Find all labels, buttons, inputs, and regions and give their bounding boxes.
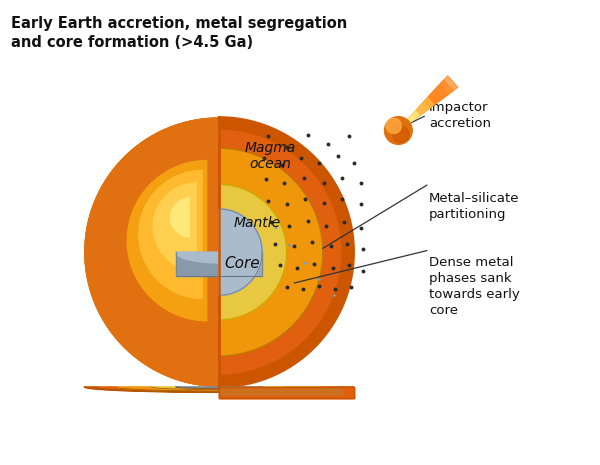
Text: Core: Core	[224, 256, 260, 271]
Polygon shape	[275, 227, 277, 228]
Polygon shape	[192, 225, 219, 279]
Polygon shape	[407, 93, 439, 122]
Text: Metal–silicate
partitioning: Metal–silicate partitioning	[429, 192, 520, 221]
Polygon shape	[334, 295, 335, 296]
Polygon shape	[407, 89, 443, 122]
Polygon shape	[167, 195, 191, 243]
Polygon shape	[179, 205, 187, 221]
Polygon shape	[125, 158, 219, 346]
Polygon shape	[219, 185, 287, 320]
Polygon shape	[407, 76, 458, 122]
Polygon shape	[133, 165, 205, 310]
Polygon shape	[289, 245, 291, 246]
Polygon shape	[141, 172, 202, 293]
Polygon shape	[170, 203, 219, 302]
Text: Dense metal
phases sank
towards early
core: Dense metal phases sank towards early co…	[429, 256, 520, 317]
Polygon shape	[219, 117, 353, 387]
Polygon shape	[89, 122, 219, 382]
Polygon shape	[147, 177, 199, 282]
Polygon shape	[219, 148, 323, 356]
Polygon shape	[152, 185, 219, 319]
Polygon shape	[164, 193, 193, 249]
Polygon shape	[84, 117, 219, 387]
Polygon shape	[111, 144, 219, 360]
Polygon shape	[84, 387, 353, 392]
Polygon shape	[96, 387, 342, 392]
Polygon shape	[318, 279, 320, 280]
Polygon shape	[115, 387, 323, 391]
Polygon shape	[219, 252, 262, 276]
Polygon shape	[113, 146, 208, 335]
Polygon shape	[219, 209, 262, 295]
Polygon shape	[174, 207, 219, 297]
Polygon shape	[129, 162, 219, 342]
Polygon shape	[170, 197, 190, 238]
Polygon shape	[407, 98, 434, 122]
Text: Mantle: Mantle	[234, 216, 281, 230]
Polygon shape	[84, 117, 219, 387]
Polygon shape	[176, 387, 262, 389]
Polygon shape	[125, 151, 200, 299]
Polygon shape	[138, 170, 203, 299]
Polygon shape	[219, 129, 342, 375]
Polygon shape	[143, 176, 219, 328]
Polygon shape	[155, 185, 196, 266]
Polygon shape	[173, 200, 189, 232]
Polygon shape	[84, 117, 219, 387]
Polygon shape	[102, 135, 219, 369]
Polygon shape	[219, 387, 342, 395]
Polygon shape	[201, 234, 219, 270]
Polygon shape	[304, 263, 306, 264]
Polygon shape	[407, 85, 448, 122]
Polygon shape	[98, 131, 219, 373]
Polygon shape	[210, 243, 219, 261]
Circle shape	[392, 126, 409, 143]
Polygon shape	[161, 190, 194, 254]
Polygon shape	[219, 209, 262, 295]
Polygon shape	[407, 102, 429, 122]
Polygon shape	[176, 252, 219, 276]
Polygon shape	[165, 198, 219, 306]
Circle shape	[386, 118, 401, 133]
Text: Early Earth accretion, metal segregation
and core formation (>4.5 Ga): Early Earth accretion, metal segregation…	[11, 16, 347, 51]
Polygon shape	[196, 230, 219, 275]
Polygon shape	[219, 387, 353, 398]
Polygon shape	[156, 189, 219, 315]
Text: Impactor
accretion: Impactor accretion	[429, 100, 491, 130]
Circle shape	[385, 117, 412, 144]
Polygon shape	[176, 252, 262, 263]
Polygon shape	[407, 111, 419, 122]
Polygon shape	[152, 182, 197, 271]
Polygon shape	[158, 187, 194, 260]
Polygon shape	[183, 216, 219, 288]
Polygon shape	[188, 221, 219, 284]
Polygon shape	[176, 202, 188, 226]
Polygon shape	[161, 194, 219, 311]
Polygon shape	[214, 248, 219, 257]
Polygon shape	[219, 396, 353, 398]
Polygon shape	[407, 80, 453, 122]
Polygon shape	[407, 116, 415, 122]
Polygon shape	[144, 175, 200, 288]
Polygon shape	[107, 140, 219, 365]
Polygon shape	[407, 107, 424, 122]
Polygon shape	[120, 153, 219, 351]
Polygon shape	[179, 212, 219, 292]
Polygon shape	[127, 160, 208, 321]
Polygon shape	[134, 167, 219, 338]
Polygon shape	[219, 387, 353, 398]
Polygon shape	[130, 162, 206, 316]
Polygon shape	[151, 387, 287, 390]
Polygon shape	[219, 209, 262, 295]
Polygon shape	[138, 171, 219, 333]
Polygon shape	[181, 207, 185, 215]
Text: Magma
ocean: Magma ocean	[245, 141, 296, 171]
Polygon shape	[149, 180, 198, 277]
Polygon shape	[93, 126, 219, 378]
Polygon shape	[135, 167, 204, 305]
Polygon shape	[147, 180, 219, 324]
Polygon shape	[116, 149, 219, 355]
Polygon shape	[205, 239, 219, 266]
